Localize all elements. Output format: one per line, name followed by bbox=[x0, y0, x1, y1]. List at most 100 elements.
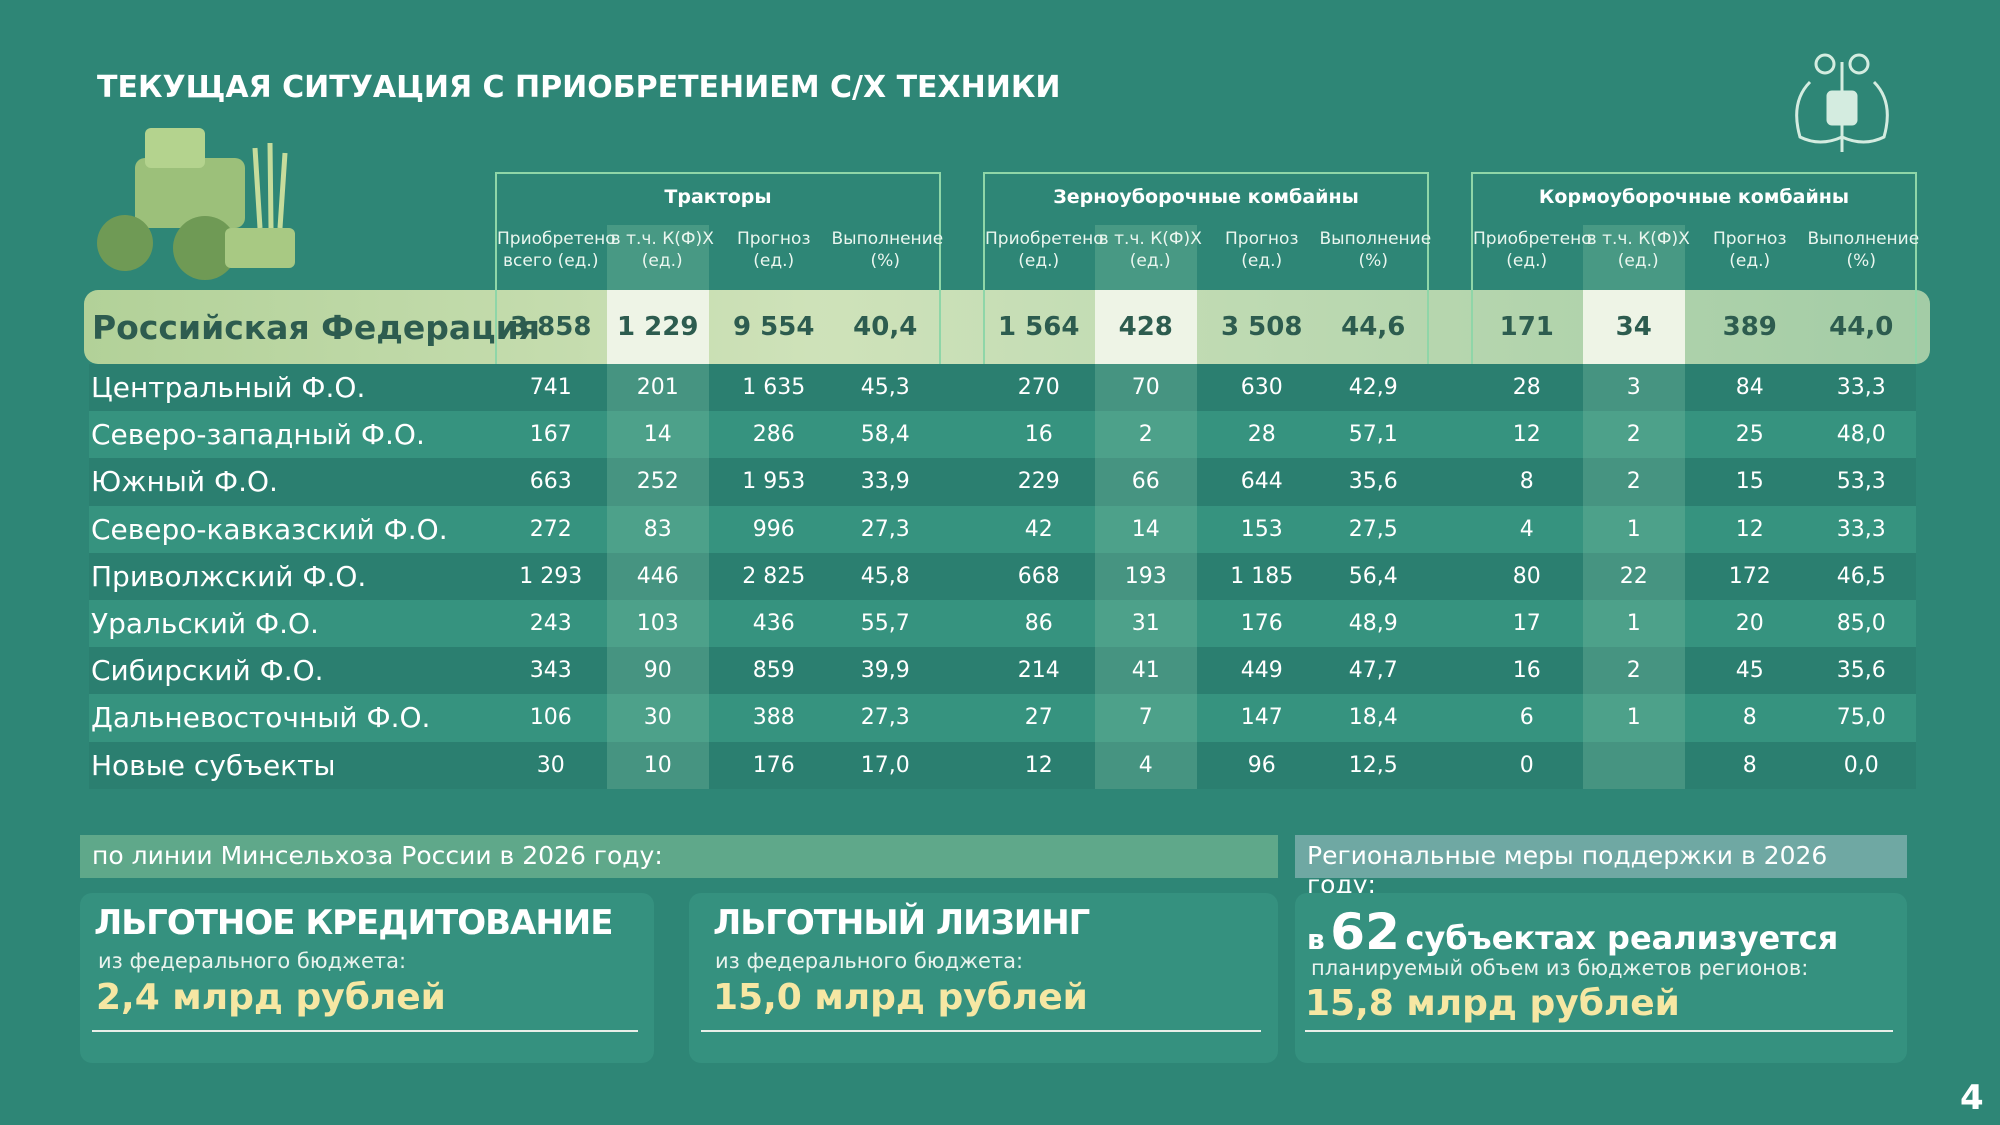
total-cell: 1 229 bbox=[617, 312, 699, 342]
row-background bbox=[89, 364, 1916, 412]
table-cell: 18,4 bbox=[1348, 705, 1398, 731]
card-amount: 2,4 млрд рублей bbox=[96, 977, 446, 1018]
table-cell: 84 bbox=[1735, 375, 1764, 401]
total-highlight bbox=[606, 290, 709, 364]
table-cell: 85,0 bbox=[1836, 611, 1886, 637]
table-cell: 859 bbox=[752, 658, 795, 684]
table-cell: 343 bbox=[529, 658, 572, 684]
table-cell: 741 bbox=[529, 375, 572, 401]
table-cell: 27 bbox=[1024, 705, 1053, 731]
table-cell: 42 bbox=[1024, 516, 1053, 542]
row-background bbox=[89, 647, 1916, 695]
total-highlight bbox=[1582, 290, 1685, 364]
table-cell: 243 bbox=[529, 611, 572, 637]
row-label: Приволжский Ф.О. bbox=[91, 559, 367, 593]
card-subtitle: из федерального бюджета: bbox=[715, 949, 1024, 973]
table-cell: 7 bbox=[1138, 705, 1153, 731]
row-background bbox=[89, 600, 1916, 648]
table-cell: 48,0 bbox=[1836, 422, 1886, 448]
card: ЛЬГОТНОЕ КРЕДИТОВАНИЕ из федерального бю… bbox=[80, 893, 654, 1063]
row-label: Сибирский Ф.О. bbox=[91, 654, 324, 688]
table-cell: 45 bbox=[1735, 658, 1764, 684]
total-cell: 44,0 bbox=[1829, 312, 1894, 342]
table-cell: 12,5 bbox=[1348, 752, 1398, 778]
row-background bbox=[89, 694, 1916, 742]
table-cell: 25 bbox=[1735, 422, 1764, 448]
table-cell: 12 bbox=[1735, 516, 1764, 542]
table-cell: 176 bbox=[1240, 611, 1283, 637]
row-background bbox=[89, 741, 1916, 789]
table-cell: 668 bbox=[1017, 563, 1060, 589]
column-header: Приобретено всего (ед.) bbox=[497, 229, 616, 271]
table-cell: 6 bbox=[1519, 705, 1534, 731]
table-cell: 1 bbox=[1626, 705, 1641, 731]
column-header: в т.ч. К(Ф)Х (ед.) bbox=[1098, 229, 1202, 271]
column-header: Приобретено (ед.) bbox=[985, 229, 1104, 271]
group-box bbox=[983, 172, 1429, 364]
total-cell: 3 858 bbox=[510, 312, 592, 342]
table-cell: 20 bbox=[1735, 611, 1764, 637]
harvester-illustration bbox=[97, 128, 295, 280]
table-cell: 17,0 bbox=[860, 752, 910, 778]
underline bbox=[92, 1030, 638, 1032]
table-cell: 193 bbox=[1124, 563, 1167, 589]
table-cell: 286 bbox=[752, 422, 795, 448]
table-cell: 90 bbox=[643, 658, 672, 684]
table-cell: 39,9 bbox=[860, 658, 910, 684]
table-cell: 272 bbox=[529, 516, 572, 542]
total-highlight bbox=[1094, 290, 1197, 364]
group-title: Кормоуборочные комбайны bbox=[1538, 186, 1850, 208]
emblem bbox=[1795, 53, 1889, 152]
table-cell: 14 bbox=[643, 422, 672, 448]
table-cell: 663 bbox=[529, 469, 572, 495]
table-cell: 12 bbox=[1512, 422, 1541, 448]
table-cell: 56,4 bbox=[1348, 563, 1398, 589]
table-cell: 153 bbox=[1240, 516, 1283, 542]
row-label: Дальневосточный Ф.О. bbox=[91, 701, 431, 735]
table-cell: 53,3 bbox=[1836, 469, 1886, 495]
table-cell: 1 635 bbox=[742, 375, 806, 401]
row-label: Северо-кавказский Ф.О. bbox=[91, 512, 448, 546]
table-cell: 17 bbox=[1512, 611, 1541, 637]
table-cell: 86 bbox=[1024, 611, 1053, 637]
prefix: в bbox=[1307, 923, 1325, 956]
row-label: Центральный Ф.О. bbox=[91, 371, 366, 405]
table-cell: 8 bbox=[1519, 469, 1534, 495]
table-cell: 96 bbox=[1247, 752, 1276, 778]
table-cell: 10 bbox=[643, 752, 672, 778]
table-cell: 31 bbox=[1131, 611, 1160, 637]
group-title: Тракторы bbox=[664, 186, 772, 208]
table-cell: 0 bbox=[1519, 752, 1534, 778]
table-cell: 147 bbox=[1240, 705, 1283, 731]
table-cell: 28 bbox=[1247, 422, 1276, 448]
row-background bbox=[89, 552, 1916, 600]
row-label: Уральский Ф.О. bbox=[91, 607, 319, 641]
total-cell: 9 554 bbox=[733, 312, 815, 342]
row-label: Новые субъекты bbox=[91, 748, 336, 782]
count: 62 bbox=[1330, 903, 1400, 961]
table-cell: 1 293 bbox=[519, 563, 583, 589]
group-box bbox=[1471, 172, 1917, 364]
data-table: Тракторы Приобретено всего (ед.) в т.ч. К(… bbox=[84, 172, 1930, 789]
card-amount: 15,8 млрд рублей bbox=[1305, 983, 1680, 1024]
table-cell: 33,3 bbox=[1836, 375, 1886, 401]
card-subtitle: из федерального бюджета: bbox=[98, 949, 407, 973]
table-cell bbox=[1583, 742, 1686, 789]
row-label: Северо-западный Ф.О. bbox=[91, 418, 425, 452]
table-cell: 33,9 bbox=[860, 469, 910, 495]
table-cell: 1 bbox=[1626, 611, 1641, 637]
slide-title: ТЕКУЩАЯ СИТУАЦИЯ С ПРИОБРЕТЕНИЕМ С/Х ТЕХ… bbox=[97, 70, 1061, 105]
table-cell: 30 bbox=[643, 705, 672, 731]
table-cell: 35,6 bbox=[1836, 658, 1886, 684]
table-cell: 75,0 bbox=[1836, 705, 1886, 731]
column-header: Выполнение (%) bbox=[1319, 229, 1432, 271]
table-cell: 27,3 bbox=[860, 516, 910, 542]
table-cell: 106 bbox=[529, 705, 572, 731]
column-header: Приобретено (ед.) bbox=[1473, 229, 1592, 271]
card-title-line: в 62 субъектах реализуется bbox=[1307, 903, 1838, 961]
table-cell: 66 bbox=[1131, 469, 1160, 495]
table-cell: 16 bbox=[1024, 422, 1053, 448]
total-cell: 34 bbox=[1615, 312, 1652, 342]
underline bbox=[701, 1030, 1261, 1032]
table-cell: 57,1 bbox=[1348, 422, 1398, 448]
